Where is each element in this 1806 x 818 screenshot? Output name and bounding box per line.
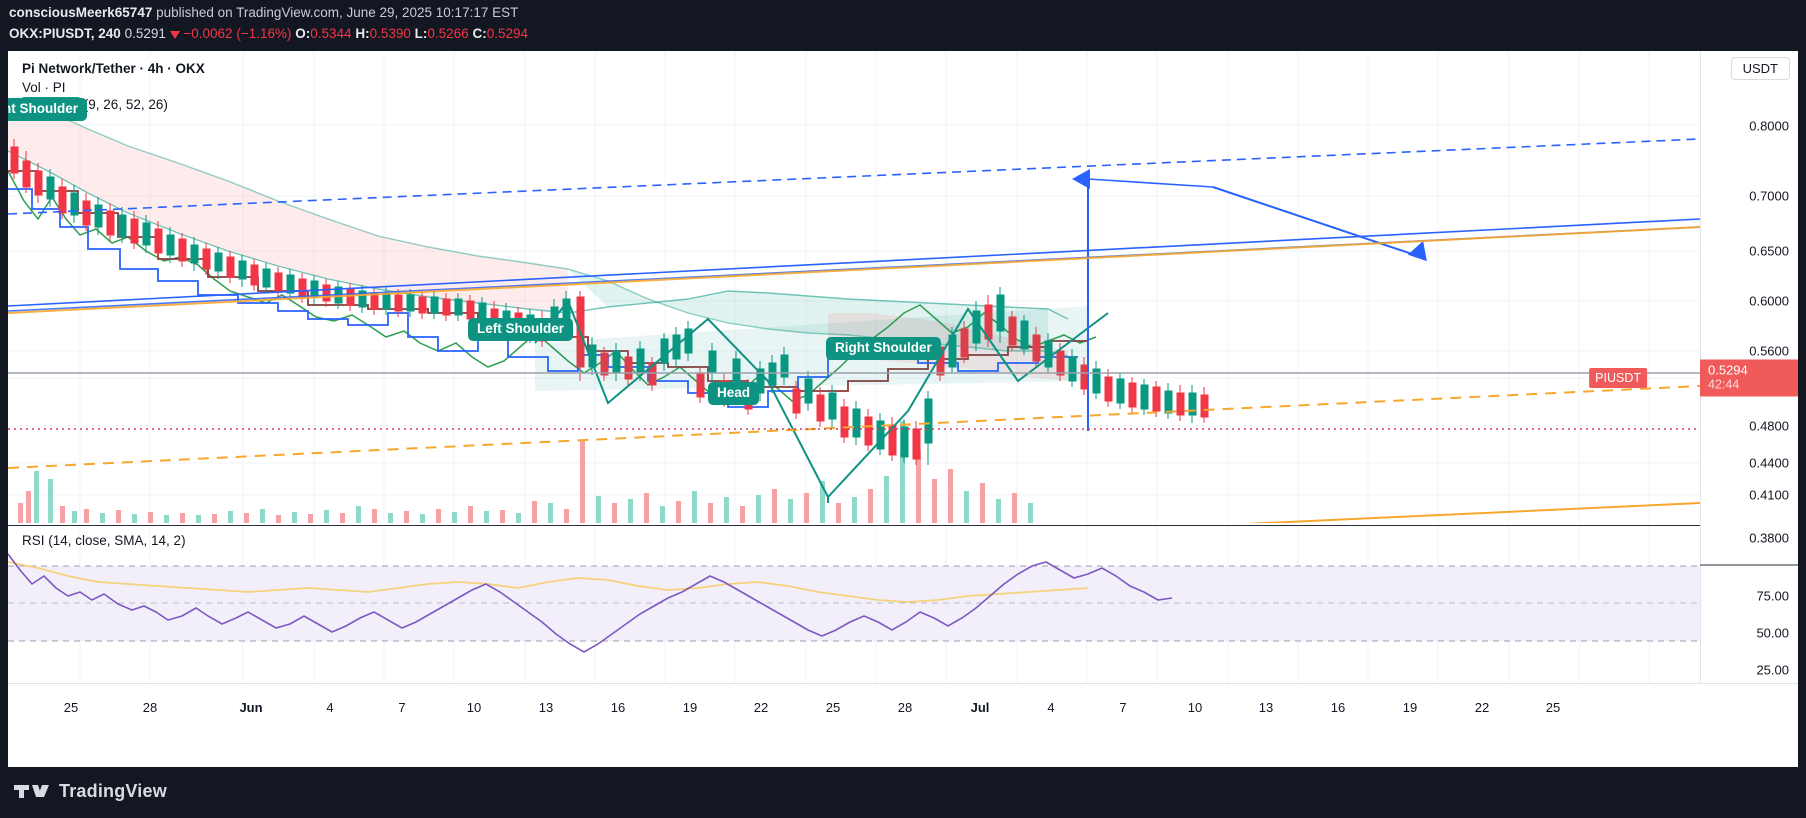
rsi-tick-1: 50.00 xyxy=(1756,625,1789,641)
volume-legend: Vol · PI xyxy=(22,80,66,95)
rsi-line xyxy=(8,553,1173,653)
close-label: C: xyxy=(472,26,487,41)
time-tick-5: 10 xyxy=(466,700,482,715)
head-label[interactable]: Head xyxy=(708,382,760,405)
time-tick-0: 25 xyxy=(63,700,79,715)
time-tick-11: 28 xyxy=(897,700,913,715)
right-shoulder-label[interactable]: Right Shoulder xyxy=(826,337,941,360)
time-tick-14: 7 xyxy=(1119,700,1127,715)
time-tick-4: 7 xyxy=(398,700,406,715)
upper-orange-line xyxy=(8,226,1700,314)
time-tick-8: 19 xyxy=(682,700,698,715)
time-tick-2: Jun xyxy=(239,700,263,715)
footer-bar: TradingView xyxy=(0,767,1806,818)
left-shoulder-label[interactable]: Left Shoulder xyxy=(468,318,573,341)
support-trendline xyxy=(1244,502,1700,523)
rsi-tick-2: 25.00 xyxy=(1756,662,1789,678)
chart-legend-title: Pi Network/Tether · 4h · OKX xyxy=(22,61,205,76)
change-percent: (−1.16%) xyxy=(236,26,292,41)
current-price-value: 0.5294 xyxy=(1708,362,1748,378)
low-value: 0.5266 xyxy=(427,26,469,41)
time-tick-6: 13 xyxy=(538,700,554,715)
right-shoulder-label-clipped[interactable]: ht Shoulder xyxy=(8,98,87,121)
tradingview-logo-icon xyxy=(14,785,49,798)
time-tick-7: 16 xyxy=(610,700,626,715)
price-tick-6: 0.4400 xyxy=(1749,455,1789,471)
time-tick-20: 25 xyxy=(1545,700,1561,715)
time-tick-19: 22 xyxy=(1474,700,1490,715)
open-label: O: xyxy=(295,26,311,41)
rsi-sma-line xyxy=(8,561,1089,603)
high-label: H: xyxy=(355,26,370,41)
grid-lines xyxy=(8,51,1700,523)
price-tick-3: 0.6000 xyxy=(1749,293,1789,309)
time-tick-12: Jul xyxy=(970,700,990,715)
current-price-badge[interactable]: 0.5294 42:44 xyxy=(1700,359,1798,397)
change-absolute: −0.0062 xyxy=(183,26,233,41)
time-tick-18: 19 xyxy=(1402,700,1418,715)
last-price: 0.5291 xyxy=(124,26,166,41)
price-axis[interactable]: USDT 0.8000 0.7000 0.6500 0.6000 0.5600 … xyxy=(1700,51,1798,683)
price-plot xyxy=(8,51,1700,523)
rsi-pane[interactable]: RSI (14, close, SMA, 14, 2) xyxy=(8,525,1700,683)
bar-countdown: 42:44 xyxy=(1708,377,1740,392)
orange-trendlines[interactable] xyxy=(8,226,1700,523)
price-pane[interactable]: Pi Network/Tether · 4h · OKX Vol · PI Ic… xyxy=(8,51,1700,523)
resistance-dashed-line xyxy=(8,385,1700,469)
publisher-username: consciousMeerk65747 xyxy=(9,5,153,20)
upper-channel-dashed xyxy=(8,138,1700,215)
symbol-price-tag: PIUSDT xyxy=(1589,368,1647,388)
triangle-down-icon xyxy=(169,31,180,39)
price-tick-0: 0.8000 xyxy=(1749,118,1789,134)
tradingview-wordmark: TradingView xyxy=(59,781,167,801)
price-tick-2: 0.6500 xyxy=(1749,243,1789,259)
time-tick-10: 25 xyxy=(825,700,841,715)
time-tick-13: 4 xyxy=(1047,700,1055,715)
symbol-quote-line: OKX:PIUSDT, 240 0.5291 −0.0062 (−1.16%) … xyxy=(9,26,528,41)
time-axis[interactable]: 25 28 Jun 4 7 10 13 16 19 22 25 28 Jul 4… xyxy=(8,683,1798,767)
projection-connector xyxy=(1087,178,1214,188)
symbol-ticker: OKX:PIUSDT, 240 xyxy=(9,26,121,41)
publish-timestamp: published on TradingView.com, June 29, 2… xyxy=(152,5,519,20)
price-tick-4: 0.5600 xyxy=(1749,343,1789,359)
close-value: 0.5294 xyxy=(486,26,528,41)
hs-shaded-zone xyxy=(535,306,1088,391)
projection-arrow-down xyxy=(1212,186,1427,262)
price-tick-8: 0.3800 xyxy=(1749,530,1789,546)
rsi-plot xyxy=(8,526,1700,683)
time-tick-16: 13 xyxy=(1258,700,1274,715)
high-value: 0.5390 xyxy=(369,26,411,41)
publisher-header: consciousMeerk65747 published on Trading… xyxy=(0,0,1806,51)
time-tick-17: 16 xyxy=(1330,700,1346,715)
volume-histogram xyxy=(18,421,1033,523)
time-tick-9: 22 xyxy=(753,700,769,715)
price-tick-7: 0.4100 xyxy=(1749,487,1789,503)
rsi-legend[interactable]: RSI (14, close, SMA, 14, 2) xyxy=(22,533,186,548)
low-label: L: xyxy=(414,26,428,41)
ichimoku-params: (9, 26, 52, 26) xyxy=(83,97,168,112)
time-tick-1: 28 xyxy=(142,700,158,715)
time-tick-3: 4 xyxy=(326,700,334,715)
chart-container[interactable]: Pi Network/Tether · 4h · OKX Vol · PI Ic… xyxy=(8,51,1798,767)
price-tick-1: 0.7000 xyxy=(1749,188,1789,204)
tradingview-brand[interactable]: TradingView xyxy=(14,781,167,802)
price-tick-5: 0.4800 xyxy=(1749,418,1789,434)
rsi-tick-0: 75.00 xyxy=(1756,588,1789,604)
time-tick-15: 10 xyxy=(1187,700,1203,715)
open-value: 0.5344 xyxy=(310,26,352,41)
currency-chip[interactable]: USDT xyxy=(1730,57,1790,80)
publish-info: consciousMeerk65747 published on Trading… xyxy=(9,5,518,20)
mid-channel-line xyxy=(8,218,1700,307)
head-and-shoulders-drawing[interactable] xyxy=(534,299,1109,503)
projection-drawings[interactable] xyxy=(8,138,1700,431)
candlestick-series xyxy=(10,139,1209,465)
